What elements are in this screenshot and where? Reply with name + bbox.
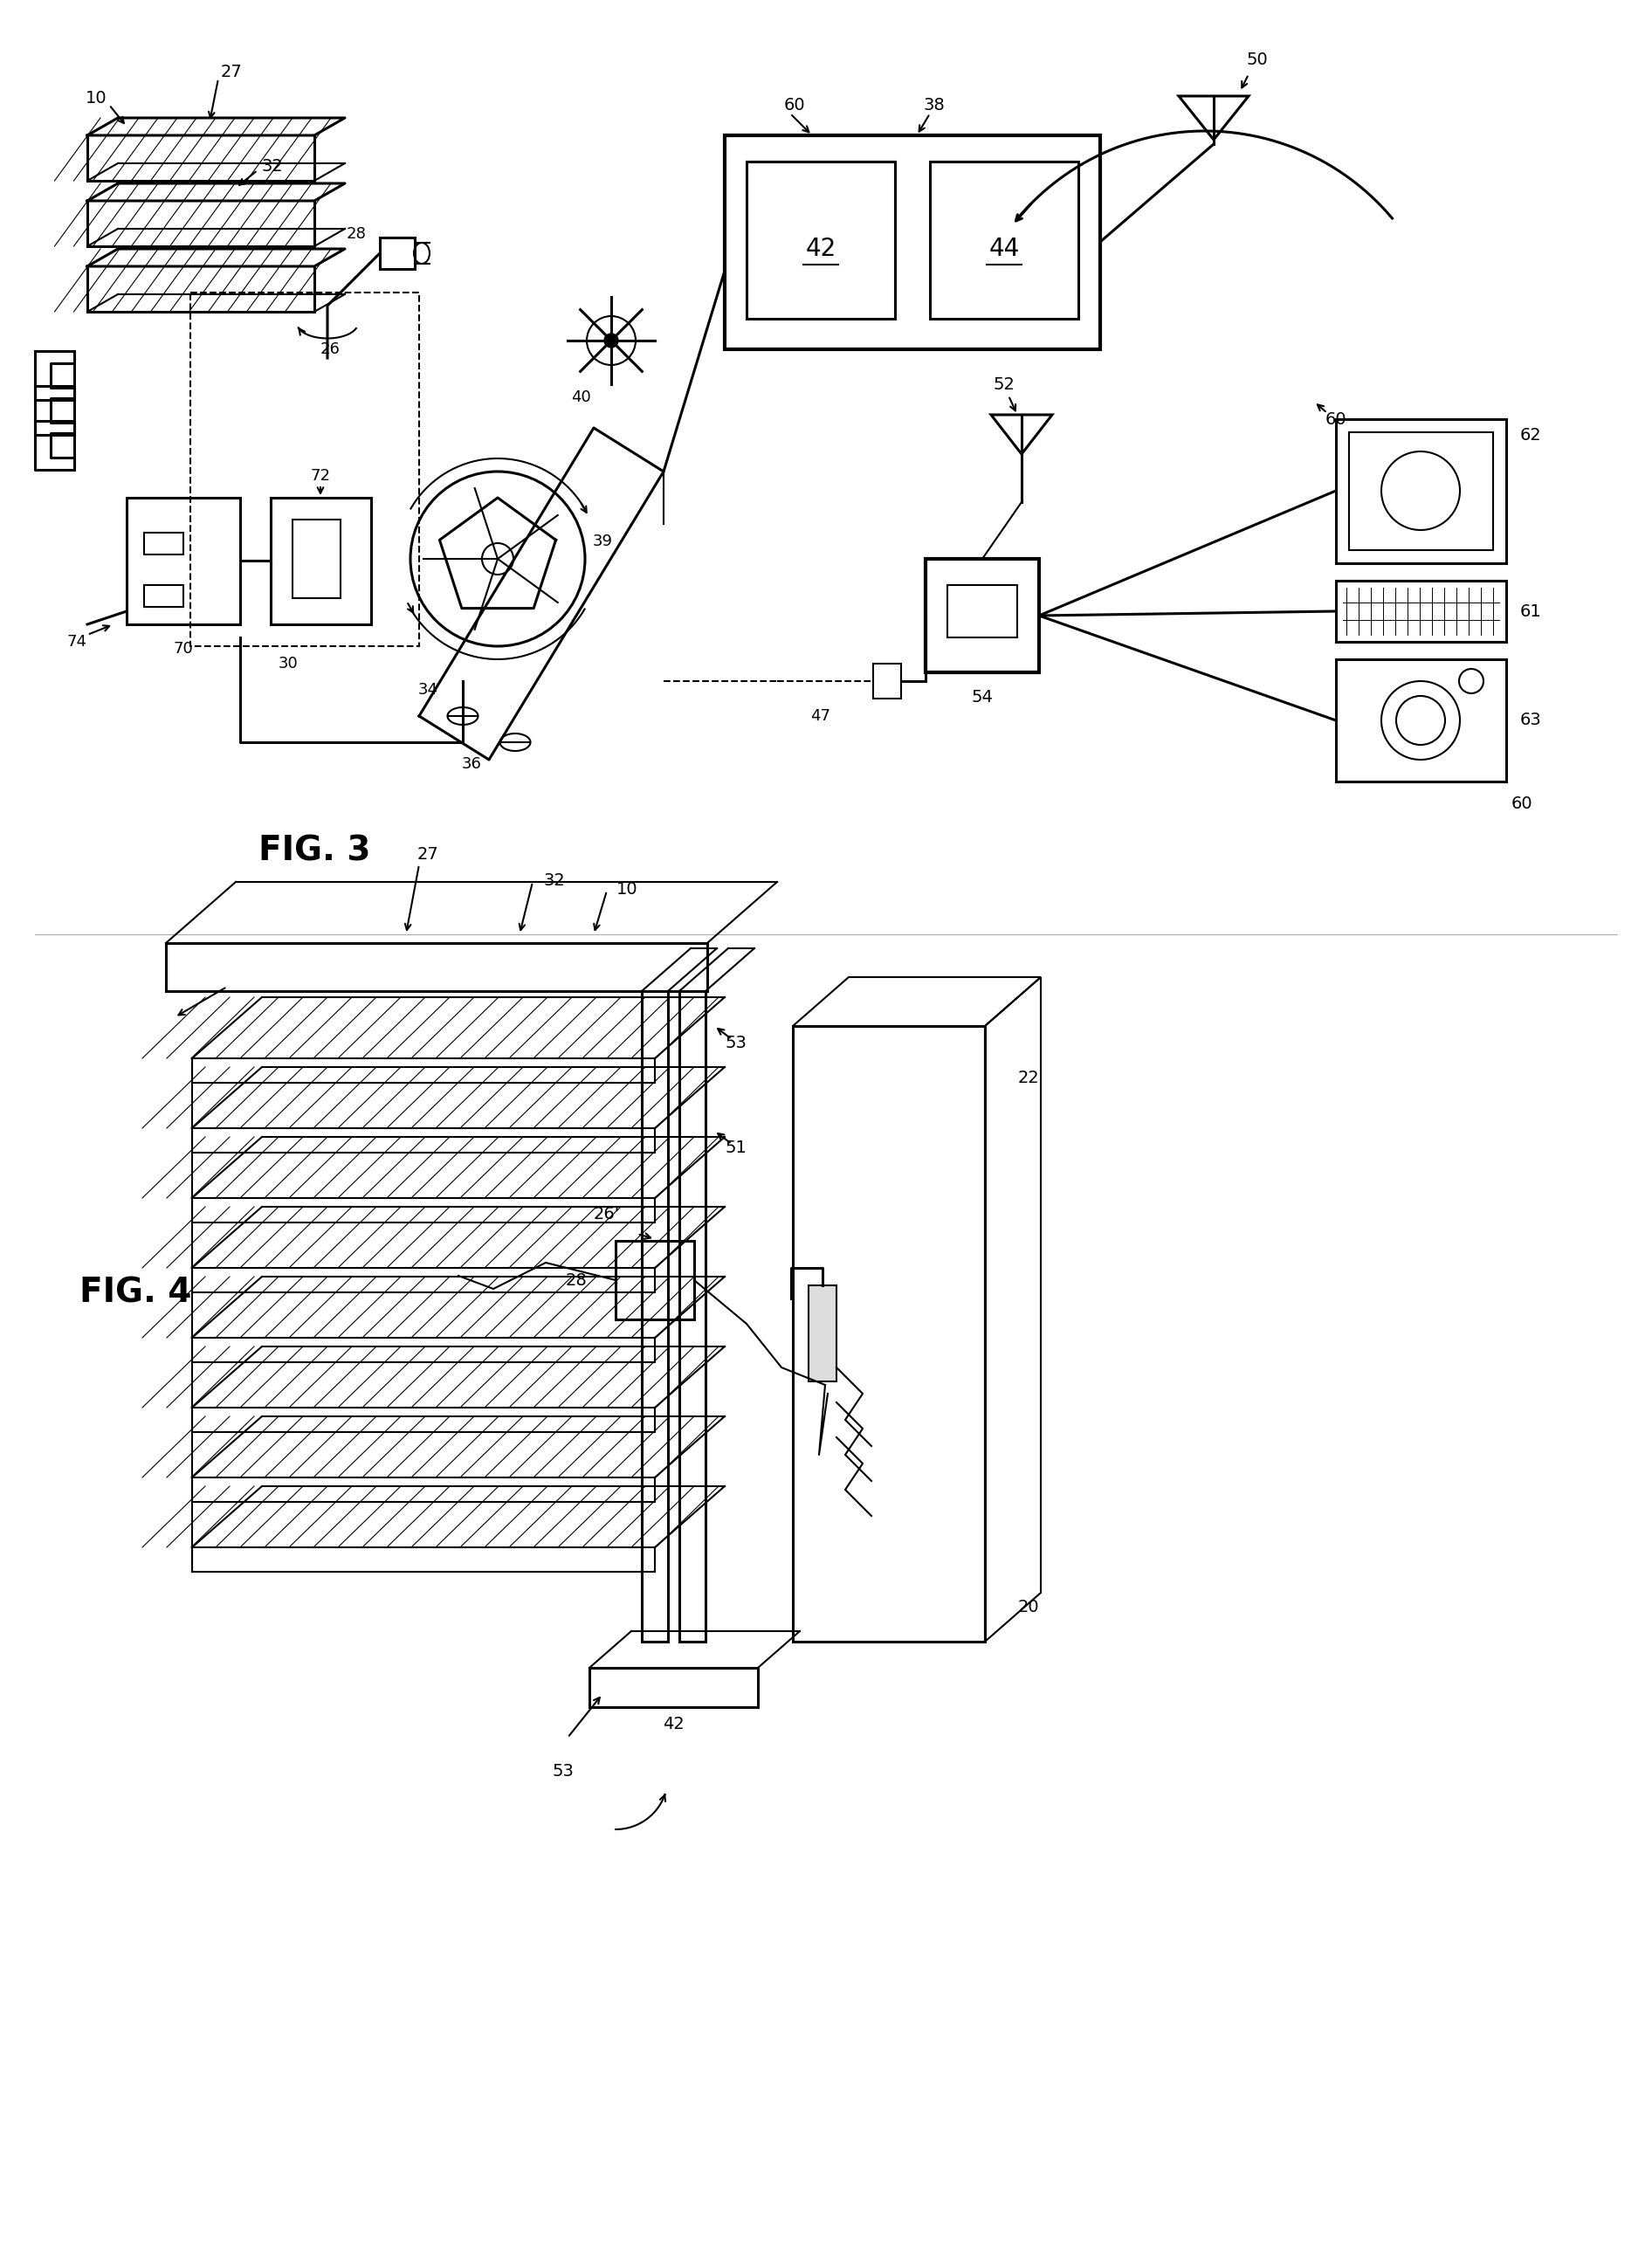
Text: 10: 10 bbox=[616, 881, 638, 896]
Text: 39: 39 bbox=[593, 534, 613, 549]
Text: 63: 63 bbox=[1520, 712, 1541, 730]
Text: 27: 27 bbox=[221, 63, 243, 81]
Text: 34: 34 bbox=[418, 682, 438, 698]
Bar bbox=[793, 1027, 985, 1642]
Bar bbox=[271, 498, 372, 624]
Text: 47: 47 bbox=[811, 707, 831, 723]
Text: 22: 22 bbox=[1018, 1070, 1039, 1088]
Text: 32: 32 bbox=[261, 158, 282, 173]
Bar bbox=[947, 586, 1018, 637]
Text: 42: 42 bbox=[662, 1716, 684, 1732]
Text: 60: 60 bbox=[1325, 410, 1346, 428]
Bar bbox=[380, 236, 415, 268]
Text: 26: 26 bbox=[320, 342, 340, 358]
Bar bbox=[292, 520, 340, 599]
Text: 60: 60 bbox=[1512, 795, 1533, 811]
Text: 54: 54 bbox=[971, 689, 993, 705]
Bar bbox=[1350, 432, 1493, 549]
Text: 27: 27 bbox=[416, 847, 439, 863]
Text: 28: 28 bbox=[565, 1272, 586, 1288]
Bar bbox=[144, 586, 183, 606]
Text: 38: 38 bbox=[923, 97, 945, 113]
Bar bbox=[930, 162, 1079, 320]
Bar bbox=[874, 664, 900, 698]
Text: 44: 44 bbox=[990, 236, 1019, 261]
Bar bbox=[925, 558, 1039, 673]
Bar bbox=[747, 162, 895, 320]
Bar bbox=[144, 534, 183, 554]
Bar bbox=[127, 498, 240, 624]
Text: 50: 50 bbox=[1247, 52, 1269, 68]
Text: 10: 10 bbox=[86, 90, 107, 106]
Text: 20: 20 bbox=[1018, 1599, 1039, 1615]
Text: 62: 62 bbox=[1520, 426, 1541, 444]
Text: 53: 53 bbox=[725, 1036, 747, 1052]
Text: FIG. 4: FIG. 4 bbox=[79, 1275, 192, 1308]
Text: 26': 26' bbox=[593, 1207, 620, 1223]
Bar bbox=[725, 135, 1100, 349]
Text: 42: 42 bbox=[806, 236, 836, 261]
Text: 28: 28 bbox=[347, 225, 367, 241]
Text: 72: 72 bbox=[311, 468, 330, 484]
Text: 74: 74 bbox=[66, 635, 88, 649]
Text: 52: 52 bbox=[993, 376, 1014, 392]
Text: 51: 51 bbox=[725, 1140, 747, 1158]
Bar bbox=[190, 293, 420, 646]
Bar bbox=[808, 1286, 836, 1380]
Text: 32: 32 bbox=[544, 872, 565, 890]
Bar bbox=[1336, 660, 1507, 781]
Text: 36: 36 bbox=[461, 757, 481, 772]
Circle shape bbox=[605, 333, 618, 347]
Bar bbox=[590, 1669, 758, 1707]
Bar bbox=[1336, 581, 1507, 642]
Bar bbox=[1336, 419, 1507, 563]
Text: FIG. 3: FIG. 3 bbox=[258, 835, 370, 867]
Text: 61: 61 bbox=[1520, 604, 1541, 619]
Text: 60: 60 bbox=[783, 97, 805, 113]
Bar bbox=[616, 1241, 694, 1320]
Text: 53: 53 bbox=[552, 1763, 573, 1779]
Text: 40: 40 bbox=[570, 390, 590, 405]
Text: 30: 30 bbox=[278, 655, 297, 671]
Text: 70: 70 bbox=[173, 642, 193, 658]
